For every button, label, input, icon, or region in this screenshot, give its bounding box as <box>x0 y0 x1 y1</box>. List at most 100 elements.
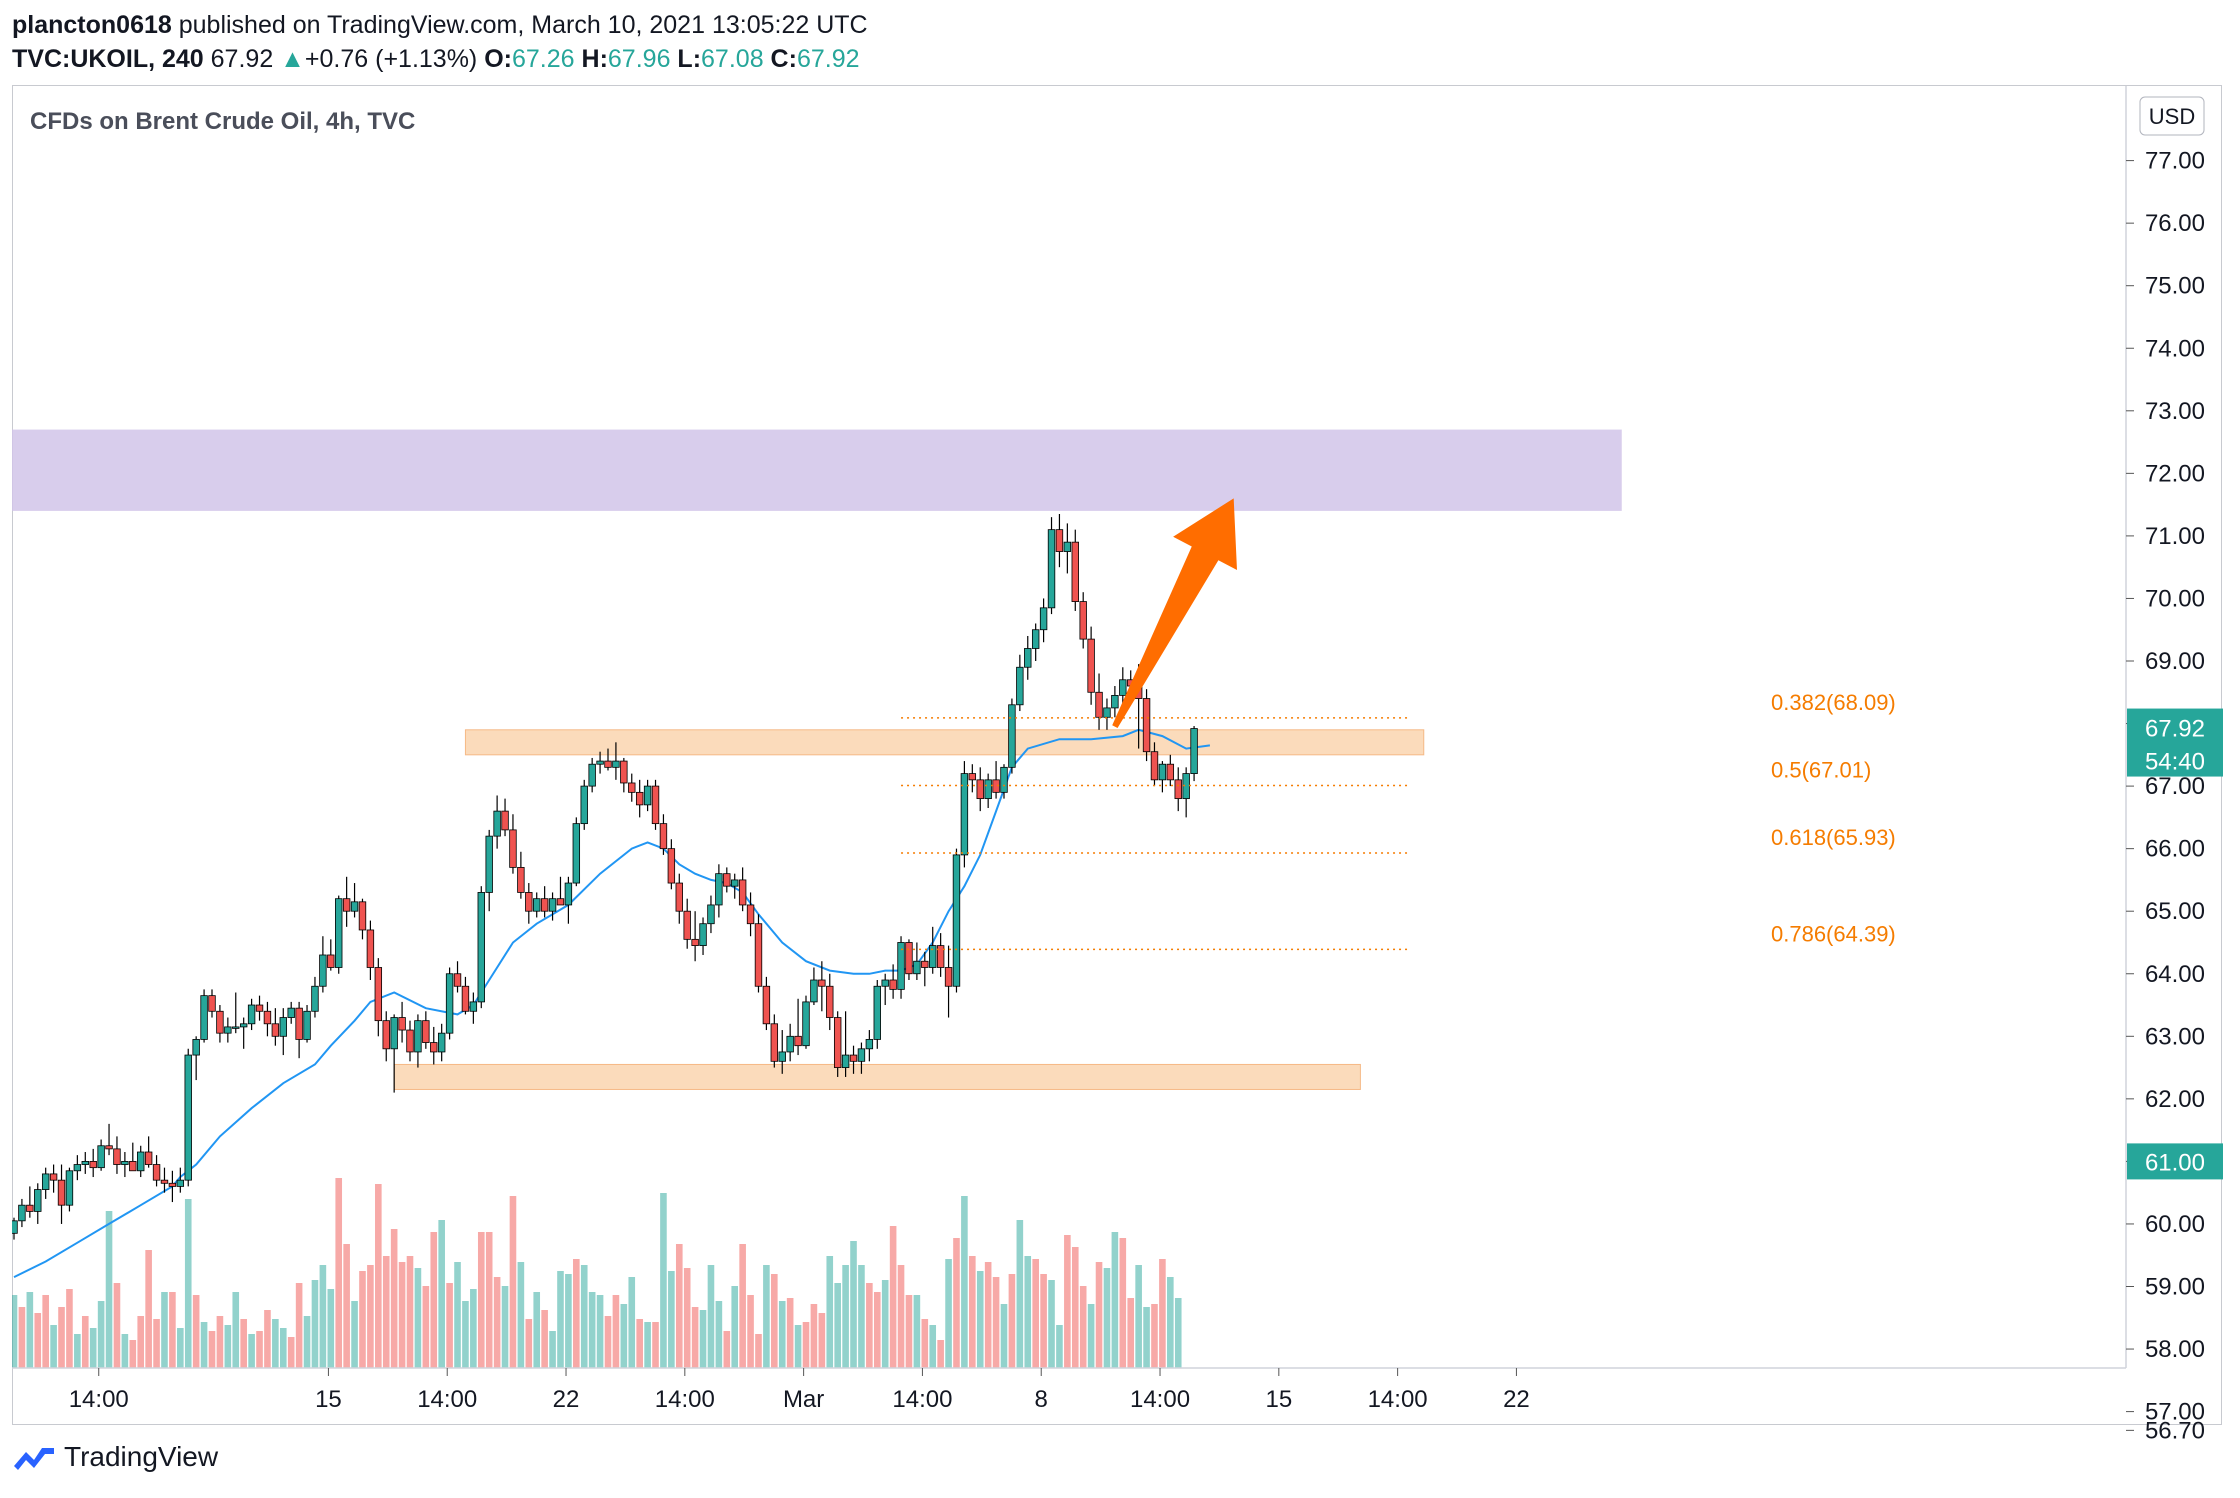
volume-bar <box>1071 1247 1079 1368</box>
candle-body <box>659 823 668 850</box>
symbol-label: TVC:UKOIL, 240 <box>12 45 204 73</box>
volume-bar <box>232 1292 240 1368</box>
candle <box>778 1030 786 1074</box>
tradingview-logo-icon[interactable] <box>12 1440 56 1474</box>
footer: TradingView <box>12 1440 218 1474</box>
candle-body <box>168 1182 177 1187</box>
volume-bar <box>438 1220 445 1368</box>
candle <box>707 895 715 934</box>
fib-level-label: 0.382(68.09) <box>1771 690 1896 715</box>
volume-bar <box>961 1196 968 1368</box>
price-tick-label: 66.00 <box>2145 836 2205 863</box>
time-tick-label: 14:00 <box>655 1386 715 1413</box>
volume-bar <box>573 1259 580 1368</box>
candle-body <box>746 904 755 925</box>
candle <box>224 1017 232 1043</box>
volume-bar <box>184 1199 192 1368</box>
volume-bar <box>161 1292 168 1368</box>
candle <box>129 1142 137 1172</box>
resistance-zone <box>12 429 1622 511</box>
volume-bar <box>81 1316 89 1368</box>
candle-body <box>802 1001 810 1047</box>
volume-bar <box>351 1301 358 1368</box>
volume-bar <box>382 1256 390 1368</box>
plot-area: 0.382(68.09) 0.5(67.01) 0.618(65.93) 0.786(… <box>12 429 1896 1368</box>
candle <box>287 1001 295 1024</box>
volume-bar <box>422 1286 430 1368</box>
candle-body <box>144 1151 153 1165</box>
volume-bar <box>580 1265 588 1368</box>
candle <box>1055 514 1064 568</box>
volume-bar <box>327 1289 335 1368</box>
trend-arrow <box>1112 498 1237 729</box>
candle <box>41 1167 50 1199</box>
fib-level-label: 0.618(65.93) <box>1771 825 1896 850</box>
volume-bar <box>778 1301 786 1368</box>
volume-bar <box>470 1289 477 1368</box>
volume-bar <box>311 1280 319 1368</box>
volume-bar <box>240 1319 247 1368</box>
candle-body <box>1158 763 1167 781</box>
volume-bar <box>1048 1280 1055 1368</box>
volume-bar <box>596 1295 604 1368</box>
candle-body <box>794 1035 802 1047</box>
candle-body <box>1055 529 1064 552</box>
volume-bar <box>620 1304 628 1368</box>
candle <box>762 976 771 1031</box>
candle <box>992 761 1000 799</box>
price-tick-label: 73.00 <box>2145 398 2205 425</box>
candle <box>1024 635 1032 680</box>
candle-body <box>382 1020 390 1050</box>
candle-body <box>921 960 929 968</box>
volume-bar <box>12 1295 18 1368</box>
candle-body <box>342 898 351 912</box>
volume-bar <box>913 1295 921 1368</box>
candle-body <box>556 898 565 906</box>
candle <box>469 992 478 1024</box>
candle-body <box>501 810 509 831</box>
candle-body <box>1111 695 1119 709</box>
candle <box>1119 667 1127 705</box>
volume-bar <box>256 1331 263 1368</box>
candle-body <box>398 1017 406 1031</box>
candle-body <box>960 773 969 856</box>
candle-body <box>208 995 216 1012</box>
volume-bar <box>675 1244 683 1368</box>
candle <box>445 967 454 1040</box>
volume-bar <box>1008 1274 1016 1368</box>
candle-body <box>715 873 723 906</box>
candle-body <box>1016 666 1024 706</box>
candle <box>255 995 264 1021</box>
candle <box>1142 689 1151 762</box>
volume-bar <box>390 1229 398 1368</box>
candle <box>453 961 462 993</box>
candle-body <box>1174 779 1182 800</box>
volume-bar <box>588 1292 596 1368</box>
candle <box>857 1042 866 1074</box>
candle <box>350 883 359 918</box>
candle-body <box>216 1010 224 1034</box>
footer-brand[interactable]: TradingView <box>64 1441 219 1472</box>
volume-bar <box>1135 1265 1142 1368</box>
volume-bar <box>153 1319 160 1368</box>
volume-bar <box>129 1340 137 1368</box>
candle-body <box>675 882 683 912</box>
price-tick-label: 69.00 <box>2145 648 2205 675</box>
candle-body <box>1031 629 1040 649</box>
volume-bar <box>786 1298 794 1368</box>
time-tick-label: 14:00 <box>1368 1386 1428 1413</box>
volume-bar <box>406 1256 414 1368</box>
candle-body <box>778 1051 786 1062</box>
candle <box>738 867 747 912</box>
volume-bar <box>715 1301 723 1368</box>
candle-body <box>1000 766 1008 793</box>
candle <box>390 1014 398 1093</box>
publisher-name[interactable]: plancton0618 <box>12 11 172 39</box>
volume-bar <box>477 1232 485 1368</box>
candle-body <box>453 973 462 987</box>
volume-bar <box>565 1274 572 1368</box>
candle <box>477 886 485 1009</box>
volume-bar <box>113 1283 121 1368</box>
candle <box>889 964 897 999</box>
